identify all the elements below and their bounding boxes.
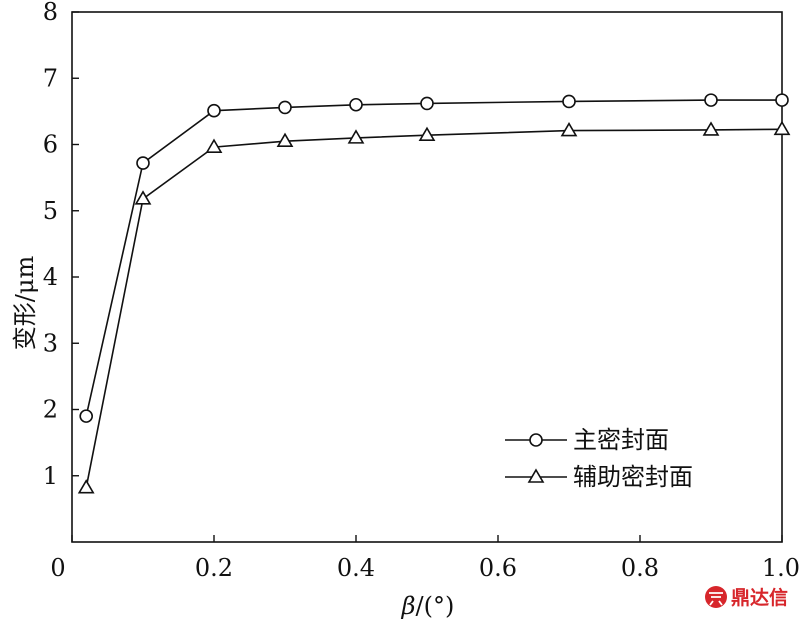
data-point-triangle <box>773 120 791 136</box>
y-tick-label: 3 <box>43 329 58 357</box>
watermark-logo-mark <box>709 592 723 606</box>
data-point-triangle <box>205 138 223 153</box>
data-point-circle <box>207 103 221 118</box>
x-tick-label: 0.2 <box>195 554 233 582</box>
series-line-1 <box>85 99 782 417</box>
x-axis-symbol: β <box>401 592 416 620</box>
y-tick-label: 2 <box>43 396 58 424</box>
x-tick-label: 0.6 <box>479 554 517 582</box>
legend-marker-triangle <box>527 468 545 483</box>
y-axis-label: 变形/μm <box>11 256 39 351</box>
x-tick-label: 0 <box>50 554 65 582</box>
data-point-triangle <box>347 129 365 144</box>
y-tick-label: 4 <box>43 263 58 291</box>
legend-label-primary: 主密封面 <box>573 426 669 454</box>
legend-label-auxiliary: 辅助密封面 <box>573 463 693 491</box>
y-tick-label: 5 <box>43 197 58 225</box>
series-layer <box>77 93 791 494</box>
legend-marker-circle <box>529 433 543 447</box>
data-point-circle <box>79 409 93 423</box>
data-point-circle <box>704 93 718 107</box>
y-tick-label: 7 <box>43 64 58 92</box>
data-point-triangle <box>77 479 95 494</box>
x-tick-label: 1.0 <box>762 554 800 582</box>
y-tick-label: 1 <box>43 462 58 490</box>
series-line-2 <box>85 128 783 488</box>
watermark-text: 鼎达信 <box>731 586 788 609</box>
data-point-circle <box>349 97 363 112</box>
data-point-circle <box>136 156 150 170</box>
data-point-triangle <box>560 121 578 137</box>
data-point-circle <box>562 94 576 109</box>
y-tick-label: 6 <box>43 131 58 159</box>
x-axis-unit: /(°) <box>416 592 455 620</box>
data-point-triangle <box>702 121 720 136</box>
data-point-triangle <box>276 132 294 147</box>
watermark: 鼎达信 <box>705 586 788 609</box>
data-point-circle <box>420 96 434 111</box>
data-point-triangle <box>418 126 436 142</box>
x-tick-label: 0.8 <box>621 554 659 582</box>
legend: 主密封面 辅助密封面 <box>505 426 693 491</box>
y-tick-label: 8 <box>43 0 58 26</box>
data-point-circle <box>278 100 292 115</box>
x-axis-label: β/(°) <box>401 592 455 620</box>
x-tick-label: 0.4 <box>337 554 375 582</box>
data-point-circle <box>775 93 789 107</box>
data-point-triangle <box>134 190 152 205</box>
ticks-layer: 0 0.2 0.4 0.6 0.8 1.0 1 2 3 4 5 6 7 8 <box>43 0 800 582</box>
